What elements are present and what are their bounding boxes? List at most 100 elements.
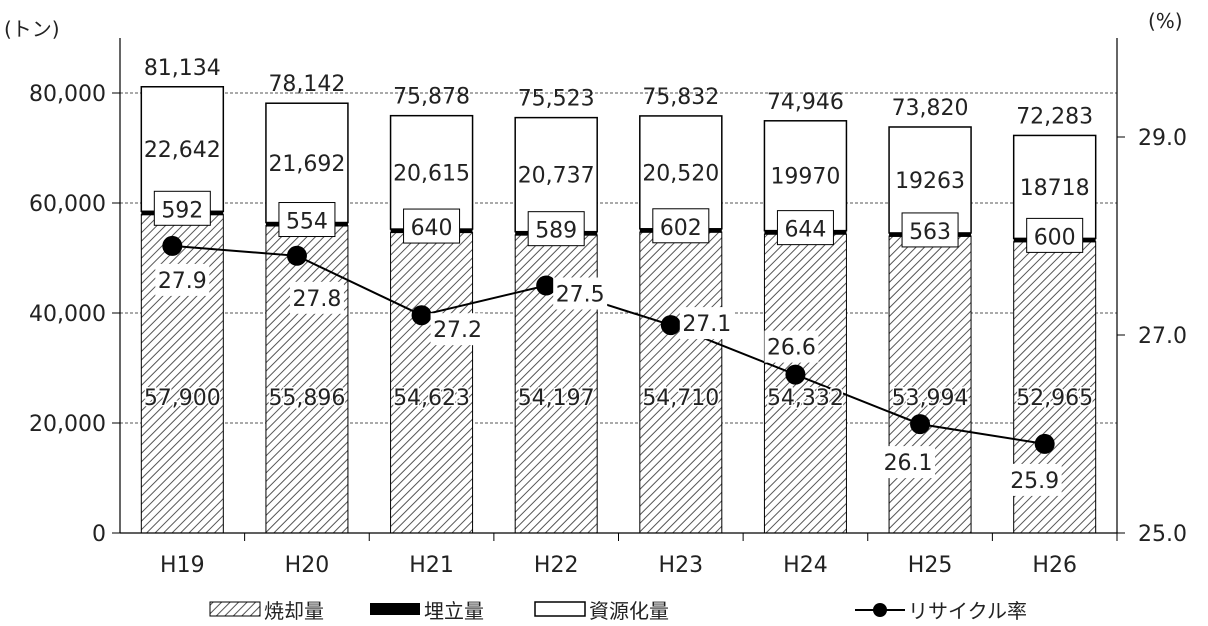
right-axis-unit: (%): [1148, 9, 1183, 33]
recycled-label-3: 20,737: [518, 164, 595, 189]
bar-incineration-4: [639, 231, 723, 534]
landfill-label-6: 563: [909, 220, 951, 245]
landfill-label-0: 592: [161, 198, 203, 223]
rate-label-0: 27.9: [158, 269, 207, 294]
total-label-0: 81,134: [144, 56, 221, 81]
left-tick-label-2: 40,000: [29, 302, 106, 327]
data-labels: 81,134 22,642 592 57,900 78,142 21,692 554 55,8…: [142, 56, 1094, 413]
landfill-label-box-5: [776, 210, 834, 246]
recycled-label-6: 19263: [895, 169, 965, 194]
rate-label-bg-7: [1007, 463, 1062, 496]
left-tick-label-4: 80,000: [29, 82, 106, 107]
x-tick-label-3: H22: [534, 553, 579, 578]
total-label-3: 75,523: [518, 87, 595, 112]
left-tick-label-3: 60,000: [29, 192, 106, 217]
bar-incineration-2: [390, 232, 474, 534]
legend-swatch-incineration: [209, 601, 261, 617]
incineration-label-3: 54,197: [518, 386, 595, 411]
bar-incineration-5: [763, 233, 847, 534]
bar-series: [140, 86, 1097, 534]
x-tick-label-2: H21: [409, 553, 454, 578]
landfill-label-box-1: [278, 202, 336, 238]
x-tick-label-6: H25: [908, 553, 953, 578]
landfill-label-2: 640: [411, 216, 453, 241]
legend-label-rate: リサイクル率: [908, 599, 1027, 623]
landfill-label-1: 554: [286, 210, 328, 235]
right-tick-label-0: 25.0: [1138, 522, 1187, 547]
rate-label-2: 27.2: [433, 318, 482, 343]
recycle-rate-line: 27.9 27.8 27.2 27.5 27.1 26.6 26.1 25.9: [155, 235, 1062, 496]
x-tick-label-1: H20: [285, 553, 330, 578]
x-tick-label-5: H24: [783, 553, 828, 578]
rate-label-3: 27.5: [556, 283, 605, 308]
incineration-label-2: 54,623: [393, 386, 470, 411]
x-tick-label-0: H19: [160, 553, 205, 578]
rate-marker-2: [411, 305, 432, 326]
bar-incineration-0: [140, 214, 224, 534]
rate-marker-0: [162, 235, 183, 256]
rate-label-bg-2: [430, 313, 485, 346]
rate-label-6: 26.1: [884, 451, 933, 476]
bar-incineration-1: [265, 225, 349, 534]
incineration-label-1: 55,896: [268, 386, 345, 411]
left-tick-label-0: 0: [92, 522, 106, 547]
rate-marker-6: [910, 414, 931, 435]
landfill-label-7: 600: [1034, 225, 1076, 250]
rate-label-7: 25.9: [1010, 469, 1059, 494]
landfill-label-box-4: [652, 208, 710, 244]
total-label-6: 73,820: [892, 96, 969, 121]
incineration-label-5: 54,332: [767, 386, 844, 411]
legend-label-incineration: 焼却量: [264, 599, 324, 623]
total-label-4: 75,832: [642, 85, 719, 110]
rate-label-1: 27.8: [292, 287, 341, 312]
x-tick-label-4: H23: [659, 553, 704, 578]
left-tick-label-1: 20,000: [29, 412, 106, 437]
incineration-label-4: 54,710: [642, 386, 719, 411]
right-tick-label-1: 27.0: [1138, 324, 1187, 349]
legend-swatch-landfill: [370, 603, 420, 615]
total-label-7: 72,283: [1016, 104, 1093, 129]
rate-label-bg-5: [764, 330, 819, 363]
landfill-label-4: 602: [660, 216, 702, 241]
rate-label-bg-6: [881, 446, 936, 479]
recycled-label-5: 19970: [770, 165, 840, 190]
landfill-label-box-6: [901, 212, 959, 248]
incineration-label-6: 53,994: [892, 386, 969, 411]
landfill-label-5: 644: [784, 218, 826, 243]
rate-label-bg-3: [553, 277, 608, 310]
landfill-label-box-2: [403, 208, 461, 244]
x-tick-label-7: H26: [1032, 553, 1077, 578]
bar-incineration-6: [888, 235, 972, 534]
rate-label-bg-4: [679, 307, 734, 340]
recycled-label-7: 18718: [1020, 176, 1090, 201]
rate-label-5: 26.6: [767, 336, 816, 361]
rate-marker-5: [785, 364, 806, 385]
axes: 0 20,000 40,000 60,000 80,000 25.0 27.0 29.0 H19…: [29, 38, 1187, 578]
rate-marker-3: [536, 275, 557, 296]
legend: 焼却量 埋立量 資源化量 リサイクル率: [209, 599, 1027, 623]
incineration-label-7: 52,965: [1016, 386, 1093, 411]
right-tick-label-2: 29.0: [1138, 126, 1187, 151]
rate-label-bg-0: [155, 263, 210, 296]
rate-marker-1: [286, 245, 307, 266]
rate-label-bg-1: [289, 281, 344, 314]
landfill-label-3: 589: [535, 219, 577, 244]
legend-label-recycled: 資源化量: [589, 599, 669, 623]
landfill-label-box-0: [153, 190, 211, 226]
landfill-label-box-7: [1026, 217, 1084, 253]
legend-swatch-recycled: [534, 601, 586, 617]
recycled-label-4: 20,520: [642, 161, 719, 186]
recycled-label-2: 20,615: [393, 161, 470, 186]
incineration-label-0: 57,900: [144, 386, 221, 411]
legend-swatch-rate-marker: [873, 603, 887, 617]
rate-marker-7: [1034, 433, 1055, 454]
total-label-5: 74,946: [767, 90, 844, 115]
recycled-label-0: 22,642: [144, 138, 221, 163]
total-label-1: 78,142: [268, 72, 345, 97]
legend-label-landfill: 埋立量: [424, 599, 484, 623]
rate-line-path: [172, 244, 1045, 445]
rate-marker-4: [660, 315, 681, 336]
landfill-label-box-3: [527, 211, 585, 247]
left-axis-unit: (トン): [4, 17, 60, 41]
